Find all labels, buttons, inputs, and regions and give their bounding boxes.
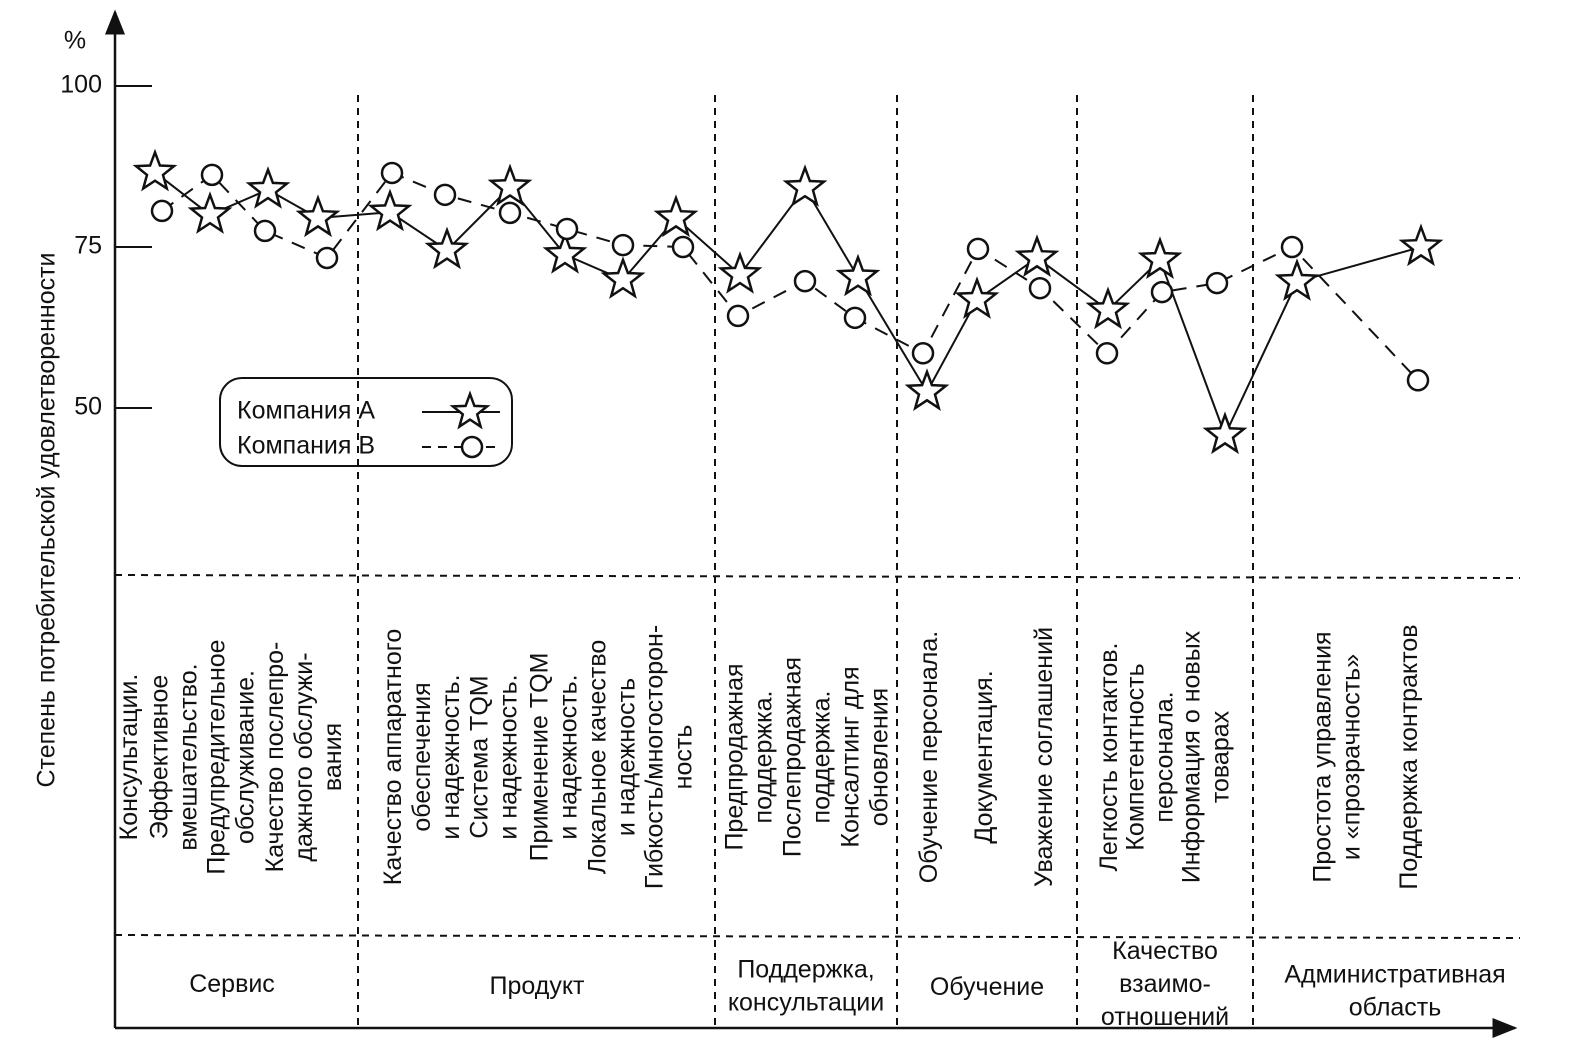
point <box>717 251 763 294</box>
point <box>1274 258 1320 301</box>
point <box>1028 276 1052 300</box>
y-tick-label: 75 <box>74 232 102 260</box>
x-tick-label: Обучение персонала. <box>915 631 943 883</box>
point <box>782 164 828 207</box>
x-tick-label: Компетентностьперсонала. <box>1121 663 1178 850</box>
point <box>315 246 339 270</box>
legend-marker <box>460 435 484 459</box>
point <box>555 217 579 241</box>
point <box>380 161 404 185</box>
point <box>835 253 881 297</box>
point <box>498 201 522 225</box>
x-tick-label: Система TQMи надежность. <box>465 674 522 839</box>
point <box>1406 369 1430 392</box>
point <box>1137 236 1183 279</box>
legend-label: Компания А <box>237 397 375 425</box>
group-label: Поддержка, консультации <box>728 955 884 1016</box>
legend-marker <box>449 390 491 430</box>
x-tick-label: Качество послепро-дажного обслужи-вания <box>261 642 347 873</box>
group-label: Административная область <box>1284 960 1505 1021</box>
point <box>487 163 533 207</box>
x-tick-label: Информация о новыхтоварах <box>1177 630 1234 883</box>
point <box>1095 342 1119 365</box>
group-label: Качество взаимо-отношений <box>1101 937 1229 1031</box>
point <box>187 191 233 234</box>
x-tick-label: Уважение соглашений <box>1030 627 1058 887</box>
x-tick-label: Поддержка контрактов <box>1395 624 1423 889</box>
point <box>1202 411 1248 455</box>
x-tick-label: Документация. <box>970 670 998 843</box>
point <box>793 269 817 293</box>
y-unit: % <box>64 27 86 55</box>
point <box>911 342 935 365</box>
point <box>1398 223 1444 267</box>
point <box>1085 286 1131 330</box>
x-tick-label: Легкость контактов. <box>1095 643 1123 872</box>
y-tick-label: 50 <box>74 393 102 421</box>
x-tick-label: Качество аппаратногообеспеченияи надежно… <box>379 629 465 885</box>
x-tick-label: Консалтинг дляобновления <box>836 666 893 847</box>
point <box>433 183 457 207</box>
point <box>1205 271 1229 295</box>
x-tick-label: Гибкость/многосторон-ность <box>640 625 697 889</box>
legend <box>219 377 513 467</box>
group-label: Сервис <box>189 970 275 998</box>
point <box>367 188 413 232</box>
point <box>150 199 174 223</box>
x-tick-label: Предпродажнаяподдержка. <box>720 663 777 850</box>
point <box>726 304 750 328</box>
x-tick-label: Применение TQMи надежность. <box>525 653 582 862</box>
x-tick-label: Предупредительноеобслуживание. <box>202 639 259 874</box>
point <box>253 219 277 243</box>
point <box>295 194 341 238</box>
x-tick-label: Послепродажнаяподдержка. <box>778 657 835 857</box>
point <box>671 235 695 259</box>
x-tick-label: Консультации. <box>115 674 143 841</box>
group-label: Обучение <box>930 973 1044 1001</box>
point <box>245 166 291 209</box>
divider <box>114 934 1521 939</box>
x-tick-label: Локальное качествои надежность <box>583 640 640 875</box>
point <box>600 256 646 299</box>
group-label: Продукт <box>490 972 586 1000</box>
x-tick-label: Эффективноевмешательство. <box>145 663 202 850</box>
y-tick-label: 100 <box>60 71 102 99</box>
point <box>542 231 588 274</box>
point <box>132 148 178 192</box>
point <box>200 163 224 187</box>
divider <box>114 574 1521 579</box>
point <box>1150 280 1174 304</box>
point <box>1280 235 1304 259</box>
x-tick-label: Простота управленияи «прозрачность» <box>1308 631 1365 882</box>
point <box>843 306 867 330</box>
series-line <box>161 171 1419 381</box>
point <box>611 233 635 257</box>
point <box>966 237 990 261</box>
point <box>904 368 950 411</box>
legend-label: Компания В <box>237 432 375 460</box>
point <box>1014 234 1060 277</box>
point <box>424 226 470 270</box>
y-axis-label: Степень потребительской удовлетворенност… <box>33 252 61 787</box>
point <box>954 276 1000 319</box>
point <box>653 194 699 238</box>
